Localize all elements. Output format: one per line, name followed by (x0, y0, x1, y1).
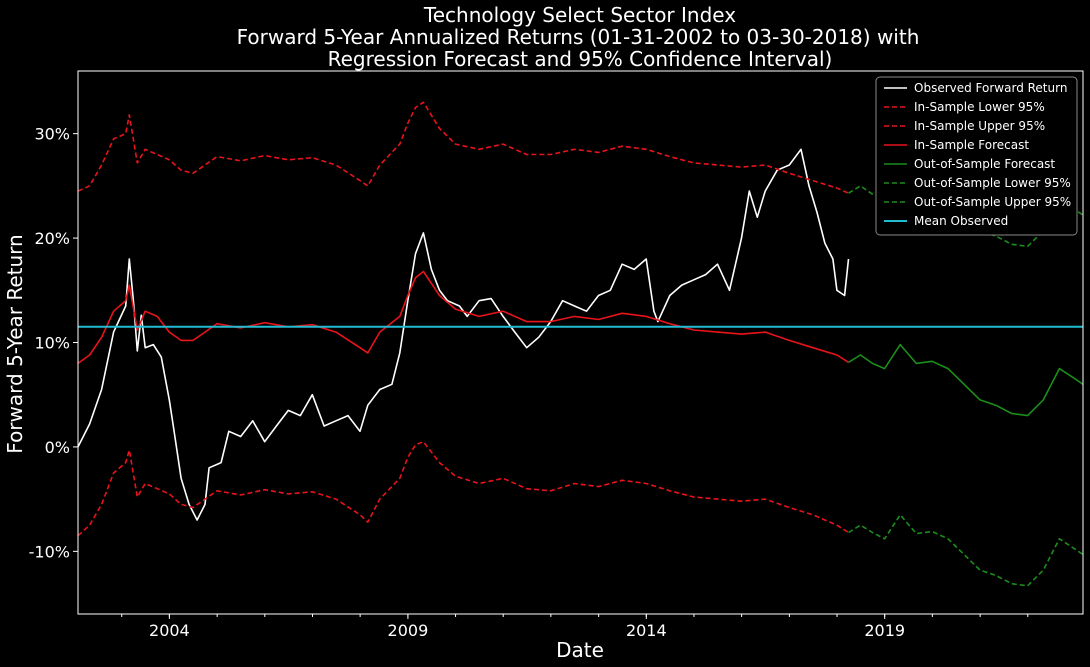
legend-label-out-of-sample-upper-95: Out-of-Sample Upper 95% (914, 195, 1071, 209)
legend-label-in-sample-lower-95: In-Sample Lower 95% (914, 100, 1045, 114)
series-line-in-sample-forecast (78, 270, 849, 365)
x-tick-label: 2014 (626, 621, 667, 640)
series-line-in-sample-lower-95 (78, 440, 849, 537)
y-tick-label: 0% (45, 438, 70, 457)
x-axis-label: Date (556, 638, 604, 662)
legend-label-in-sample-upper-95: In-Sample Upper 95% (914, 119, 1045, 133)
series-line-out-of-sample-lower-95 (848, 514, 1083, 587)
legend-label-out-of-sample-forecast: Out-of-Sample Forecast (914, 157, 1055, 171)
y-tick-label: 20% (34, 229, 70, 248)
legend-label-out-of-sample-lower-95: Out-of-Sample Lower 95% (914, 176, 1071, 190)
y-tick-label: 10% (34, 334, 70, 353)
chart-title-line-2: Forward 5-Year Annualized Returns (01-31… (237, 25, 920, 49)
legend-box (875, 76, 1078, 236)
legend-label-observed-forward-return: Observed Forward Return (914, 81, 1067, 95)
x-tick-label: 2019 (864, 621, 905, 640)
y-axis-label: Forward 5-Year Return (3, 234, 27, 453)
legend-label-in-sample-forecast: In-Sample Forecast (914, 138, 1029, 152)
series-line-out-of-sample-forecast (848, 343, 1083, 417)
legend: Observed Forward Return In-Sample Lower 9… (875, 76, 1078, 236)
chart-title-line-1: Technology Select Sector Index (423, 3, 736, 27)
series-line-in-sample-upper-95 (78, 101, 849, 194)
chart-title: Technology Select Sector Index Forward 5… (237, 3, 920, 71)
axes: 2004 2009 2014 2019 -10% 0% 10% 20% 30% (29, 70, 1084, 640)
x-tick-label: 2004 (149, 621, 190, 640)
chart-title-line-3: Regression Forecast and 95% Confidence I… (328, 47, 833, 71)
y-tick-label: 30% (34, 125, 70, 144)
x-tick-label: 2009 (388, 621, 429, 640)
legend-label-mean-observed: Mean Observed (914, 214, 1008, 228)
y-tick-label: -10% (29, 542, 70, 561)
series-layer (78, 101, 1083, 587)
series-line-observed-forward-return (78, 148, 850, 521)
